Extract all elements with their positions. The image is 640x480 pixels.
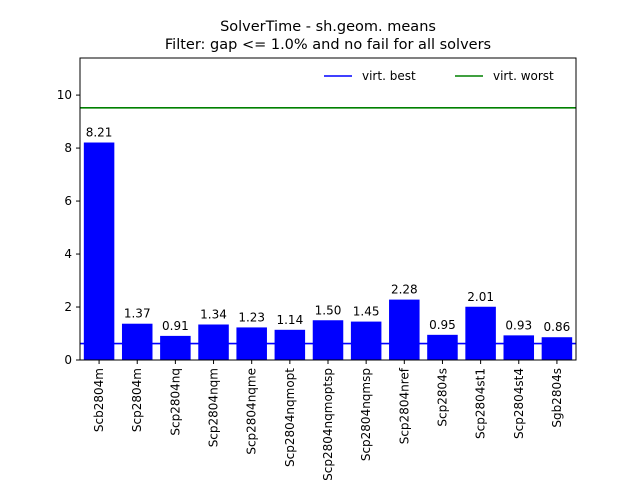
- data-label: 0.86: [544, 320, 571, 334]
- x-tick-label: Scp2804st1: [474, 368, 488, 439]
- data-label: 1.45: [353, 305, 380, 319]
- x-tick-label: Scp2804nqm: [207, 368, 221, 447]
- x-tick-label: Scp2804s: [435, 368, 449, 427]
- data-label: 0.93: [505, 318, 532, 332]
- bar: [465, 306, 496, 360]
- bar: [274, 329, 306, 360]
- x-tick-label: Sgb2804s: [550, 368, 564, 428]
- bar: [541, 337, 573, 360]
- bar: [83, 142, 115, 360]
- bar: [350, 321, 382, 360]
- data-label: 0.95: [429, 318, 456, 332]
- bar: [503, 335, 535, 360]
- x-tick-label: Scp2804nref: [397, 367, 411, 444]
- y-tick-label: 4: [64, 247, 72, 261]
- y-tick-label: 10: [57, 88, 72, 102]
- data-label: 1.34: [200, 308, 227, 322]
- y-tick-label: 8: [64, 141, 72, 155]
- y-tick-label: 6: [64, 194, 72, 208]
- x-tick-label: Scp2804nqmsp: [359, 368, 373, 461]
- data-label: 0.91: [162, 319, 189, 333]
- data-label: 1.50: [315, 303, 342, 317]
- data-label: 2.01: [467, 290, 494, 304]
- x-tick-label: Scp2804m: [130, 368, 144, 432]
- plot-area: 8.21 1.37 0.91 1.34 1.23 1.14 1.50 1.45 2.28 0.95…: [57, 57, 577, 480]
- bar: [121, 323, 153, 360]
- bar: [427, 334, 458, 360]
- legend: virt. best virt. worst: [324, 69, 554, 83]
- x-tick-label: Scp2804st4: [512, 368, 526, 439]
- y-tick-label: 2: [64, 300, 72, 314]
- x-tick-label: Scp2804nqmopt: [283, 368, 297, 467]
- data-label: 8.21: [86, 126, 113, 140]
- x-tick-label: Scb2804m: [92, 368, 106, 432]
- data-label: 2.28: [391, 283, 418, 297]
- bar: [389, 299, 420, 360]
- bar: [198, 324, 229, 360]
- data-label: 1.14: [276, 313, 303, 327]
- bar: [312, 320, 344, 360]
- legend-label: virt. best: [362, 69, 416, 83]
- y-tick-label: 0: [64, 353, 72, 367]
- data-label: 1.37: [124, 307, 151, 321]
- legend-label: virt. worst: [493, 69, 554, 83]
- x-tick-label: Scp2804nqme: [245, 368, 259, 455]
- x-tick-label: Scp2804nq: [168, 368, 182, 436]
- x-tick-label: Scp2804nqmoptsp: [321, 368, 335, 480]
- data-label: 1.23: [238, 310, 265, 324]
- chart-title: SolverTime - sh.geom. means: [220, 19, 436, 35]
- bar: [160, 335, 191, 360]
- chart-subtitle: Filter: gap <= 1.0% and no fail for all …: [165, 37, 491, 53]
